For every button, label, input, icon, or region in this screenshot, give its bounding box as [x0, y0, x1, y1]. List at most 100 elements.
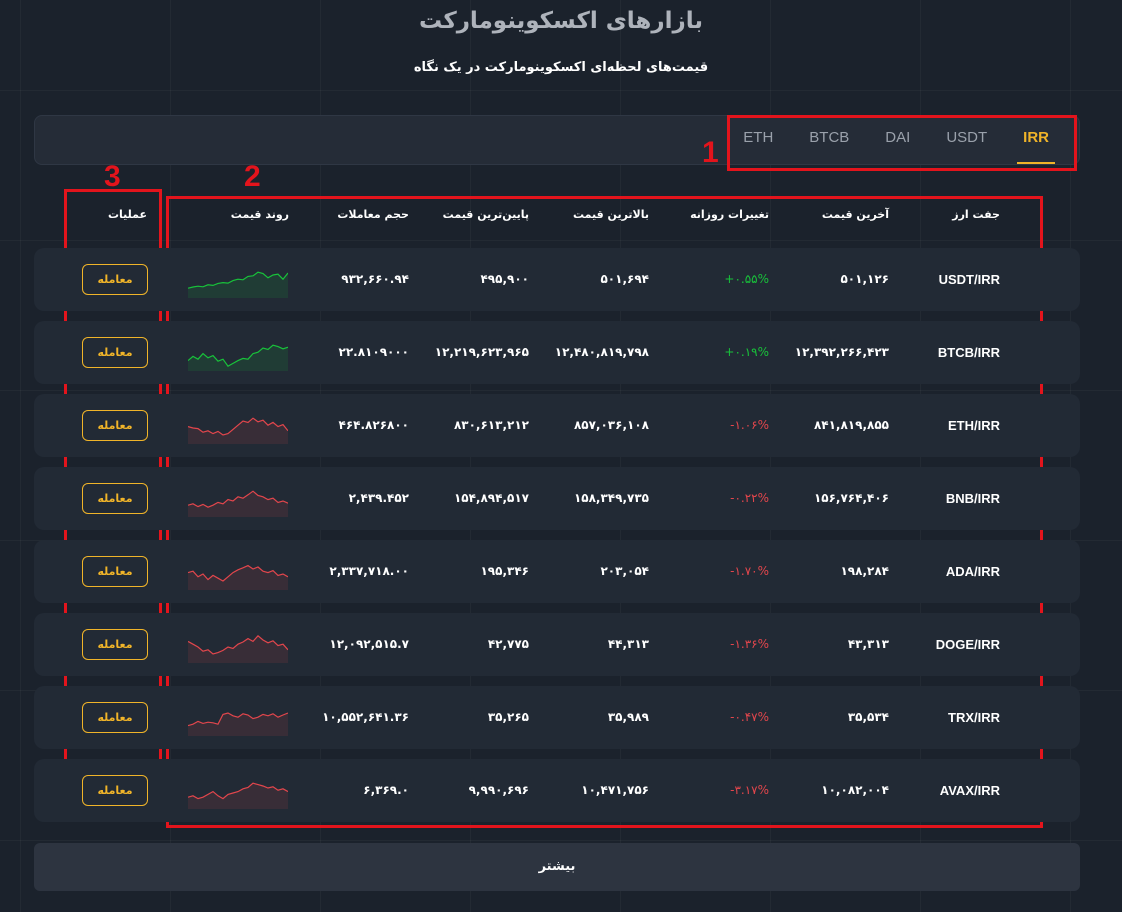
trade-button[interactable]: معامله [82, 775, 148, 806]
cell-daily-change: -۳.۱۷% [730, 783, 769, 797]
cell-last-price: ۱۵۶,۷۶۴,۴۰۶ [813, 491, 889, 505]
cell-last-price: ۱۹۸,۲۸۴ [840, 564, 889, 578]
trade-button[interactable]: معامله [82, 264, 148, 295]
more-button[interactable]: بیشتر [34, 843, 1080, 891]
market-tabs-bar: ETH BTCB DAI USDT IRR [34, 115, 1080, 165]
price-trend-sparkline [188, 490, 288, 517]
cell-pair: TRX/IRR [948, 710, 1000, 725]
cell-last-price: ۱۰,۰۸۲,۰۰۴ [821, 783, 889, 797]
sparkline-area [188, 418, 288, 444]
sparkline-line [188, 564, 288, 582]
cell-pair: USDT/IRR [938, 272, 1000, 287]
sparkline-line [188, 490, 288, 508]
col-header-low: پایین‌ترین قیمت [442, 208, 529, 221]
table-row: BNB/IRR ۱۵۶,۷۶۴,۴۰۶ -۰.۲۲% ۱۵۸,۳۴۹,۷۳۵ ۱۵۴,۸… [34, 467, 1080, 530]
tab-usdt[interactable]: USDT [946, 129, 988, 146]
tab-eth[interactable]: ETH [743, 129, 774, 146]
trade-button[interactable]: معامله [82, 410, 148, 441]
sparkline-area [188, 345, 288, 371]
sparkline-area [188, 713, 288, 736]
cell-low: ۱۲,۲۱۹,۶۲۳,۹۶۵ [434, 345, 529, 359]
cell-volume: ۶,۳۶۹.۰ [363, 783, 409, 797]
sparkline-line [188, 634, 288, 655]
cell-high: ۴۴,۳۱۳ [607, 637, 649, 651]
cell-low: ۹,۹۹۰,۶۹۶ [468, 783, 529, 797]
col-header-daily-change: تغییرات روزانه [690, 208, 769, 221]
trade-button[interactable]: معامله [82, 556, 148, 587]
cell-daily-change: -۱.۰۶% [730, 418, 769, 432]
tab-dai[interactable]: DAI [885, 129, 911, 146]
table-row: USDT/IRR ۵۰۱,۱۲۶ +۰.۵۵% ۵۰۱,۶۹۴ ۴۹۵,۹۰۰ ۹۳۲,۶… [34, 248, 1080, 311]
cell-last-price: ۳۵,۵۳۴ [847, 710, 889, 724]
trade-button[interactable]: معامله [82, 629, 148, 660]
price-trend-sparkline [188, 344, 288, 371]
cell-last-price: ۵۰۱,۱۲۶ [840, 272, 889, 286]
table-row: AVAX/IRR ۱۰,۰۸۲,۰۰۴ -۳.۱۷% ۱۰,۴۷۱,۷۵۶ ۹,۹۹۰,… [34, 759, 1080, 822]
cell-pair: BNB/IRR [945, 491, 1000, 506]
annotation-number-2: 2 [244, 160, 261, 193]
cell-low: ۱۵۴,۸۹۴,۵۱۷ [453, 491, 529, 505]
cell-low: ۴۹۵,۹۰۰ [480, 272, 529, 286]
trade-button[interactable]: معامله [82, 702, 148, 733]
cell-volume: ۲,۳۳۷,۷۱۸.۰۰ [329, 564, 409, 578]
cell-last-price: ۸۴۱,۸۱۹,۸۵۵ [813, 418, 889, 432]
sparkline-area [188, 491, 288, 517]
tab-btcb[interactable]: BTCB [809, 129, 850, 146]
cell-low: ۳۵,۲۶۵ [487, 710, 529, 724]
cell-pair: BTCB/IRR [937, 345, 1000, 360]
cell-pair: DOGE/IRR [935, 637, 1000, 652]
table-header: جفت ارز آخرین قیمت تغییرات روزانه بالاتر… [34, 198, 1080, 232]
col-header-pair: جفت ارز [952, 208, 1000, 221]
cell-high: ۵۰۱,۶۹۴ [600, 272, 649, 286]
cell-volume: ۴۶۴.۸۲۶۸۰۰ [338, 418, 409, 432]
price-trend-sparkline [188, 634, 288, 663]
table-row: BTCB/IRR ۱۲,۳۹۲,۲۶۶,۴۲۳ +۰.۱۹% ۱۲,۴۸۰,۸۱۹,۷… [34, 321, 1080, 384]
cell-last-price: ۱۲,۳۹۲,۲۶۶,۴۲۳ [794, 345, 889, 359]
cell-high: ۳۵,۹۸۹ [607, 710, 649, 724]
annotation-number-3: 3 [104, 160, 121, 193]
market-tabs: ETH BTCB DAI USDT IRR [707, 116, 1055, 164]
cell-daily-change: -۱.۳۶% [730, 637, 769, 651]
cell-high: ۱۰,۴۷۱,۷۵۶ [581, 783, 649, 797]
col-header-last-price: آخرین قیمت [821, 208, 889, 221]
sparkline-line [188, 271, 288, 289]
cell-volume: ۱۰,۵۵۲,۶۴۱.۳۶ [322, 710, 409, 724]
tab-irr[interactable]: IRR [1017, 116, 1055, 164]
price-trend-sparkline [188, 712, 288, 736]
table-row: ADA/IRR ۱۹۸,۲۸۴ -۱.۷۰% ۲۰۳,۰۵۴ ۱۹۵,۳۴۶ ۲,۳۳۷,… [34, 540, 1080, 603]
cell-daily-change: +۰.۵۵% [724, 272, 769, 286]
table-row: ETH/IRR ۸۴۱,۸۱۹,۸۵۵ -۱.۰۶% ۸۵۷,۰۳۶,۱۰۸ ۸۳۰,۶… [34, 394, 1080, 457]
trade-button[interactable]: معامله [82, 483, 148, 514]
page-subtitle: قیمت‌های لحظه‌ای اکسکوینومارکت در یک نگا… [413, 60, 709, 75]
sparkline-line [188, 344, 288, 367]
col-header-volume: حجم معاملات [337, 208, 409, 221]
cell-low: ۸۳۰,۶۱۳,۲۱۲ [453, 418, 529, 432]
cell-last-price: ۴۳,۳۱۳ [847, 637, 889, 651]
cell-high: ۱۲,۴۸۰,۸۱۹,۷۹۸ [554, 345, 649, 359]
cell-high: ۱۵۸,۳۴۹,۷۳۵ [573, 491, 649, 505]
sparkline-area [188, 783, 288, 809]
cell-pair: ADA/IRR [945, 564, 1000, 579]
price-trend-sparkline [188, 417, 288, 444]
price-trend-sparkline [188, 782, 288, 809]
sparkline-line [188, 712, 288, 727]
table-row: TRX/IRR ۳۵,۵۳۴ -۰.۴۷% ۳۵,۹۸۹ ۳۵,۲۶۵ ۱۰,۵۵۲,۶۴… [34, 686, 1080, 749]
sparkline-line [188, 417, 288, 436]
sparkline-area [188, 272, 288, 298]
cell-low: ۴۲,۷۷۵ [487, 637, 529, 651]
cell-high: ۲۰۳,۰۵۴ [600, 564, 649, 578]
cell-daily-change: -۰.۲۲% [730, 491, 769, 505]
trade-button[interactable]: معامله [82, 337, 148, 368]
price-trend-sparkline [188, 564, 288, 590]
cell-pair: ETH/IRR [948, 418, 1000, 433]
cell-volume: ۹۳۲,۶۶۰.۹۴ [341, 272, 409, 286]
cell-volume: ۲۲.۸۱۰۹۰۰۰ [338, 345, 409, 359]
cell-daily-change: -۰.۴۷% [730, 710, 769, 724]
cell-volume: ۲,۴۳۹.۴۵۲ [348, 491, 409, 505]
sparkline-area [188, 635, 288, 663]
annotation-number-1: 1 [702, 136, 719, 169]
cell-pair: AVAX/IRR [939, 783, 1000, 798]
cell-daily-change: +۰.۱۹% [724, 345, 769, 359]
col-header-trend: روند قیمت [230, 208, 289, 221]
cell-daily-change: -۱.۷۰% [730, 564, 769, 578]
